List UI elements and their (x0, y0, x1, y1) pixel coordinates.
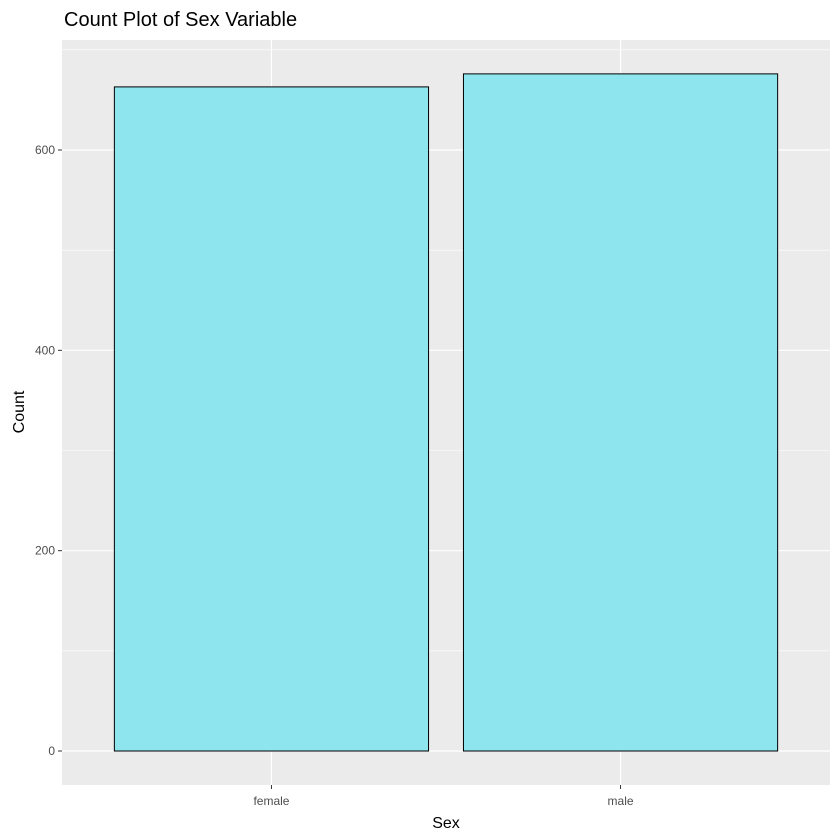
chart-title: Count Plot of Sex Variable (64, 9, 297, 31)
x-axis-ticks: female male (253, 785, 634, 808)
y-tick-label: 600 (35, 143, 55, 157)
y-tick-label: 0 (48, 744, 55, 758)
x-tick-label-female: female (253, 794, 289, 808)
y-tick-label: 200 (35, 544, 55, 558)
bar-female (113, 86, 430, 752)
y-axis-label: Count (11, 390, 28, 433)
y-tick-label: 400 (35, 343, 55, 357)
y-axis-ticks: 0 200 400 600 (35, 143, 62, 758)
bar-male (462, 73, 779, 752)
x-tick-label-male: male (608, 794, 634, 808)
x-axis-label: Sex (432, 815, 460, 832)
bars (113, 73, 779, 752)
